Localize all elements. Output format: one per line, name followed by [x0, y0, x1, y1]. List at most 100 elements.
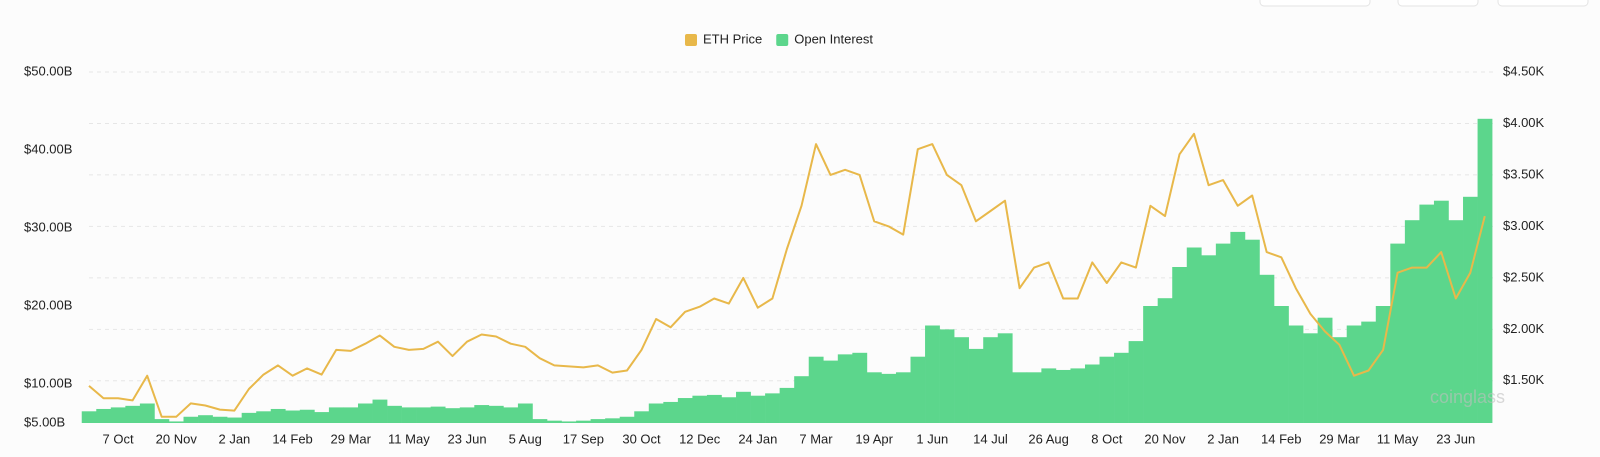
- bar: [736, 391, 751, 423]
- bar: [343, 407, 359, 423]
- bar: [1114, 352, 1129, 423]
- toolbar-button[interactable]: [1397, 0, 1479, 7]
- bar: [866, 372, 882, 423]
- bar: [488, 405, 504, 423]
- bar: [721, 397, 737, 423]
- bar: [299, 409, 315, 423]
- bar: [139, 403, 155, 423]
- bar: [765, 393, 780, 423]
- toolbar-button[interactable]: [1497, 0, 1589, 7]
- bar: [532, 419, 548, 423]
- x-tick-label: 5 Aug: [509, 431, 542, 446]
- bar: [692, 395, 708, 423]
- bar: [357, 403, 373, 423]
- x-tick-label: 14 Jul: [973, 431, 1008, 446]
- y2-tick-label: $4.00K: [1503, 115, 1545, 130]
- bar: [1041, 368, 1057, 423]
- x-tick-label: 12 Dec: [679, 431, 721, 446]
- bar: [605, 418, 621, 423]
- bar: [401, 407, 417, 423]
- bar: [110, 407, 126, 423]
- bar: [387, 405, 402, 423]
- x-tick-label: 24 Jan: [738, 431, 777, 446]
- bar: [96, 408, 112, 423]
- x-tick-label: 7 Oct: [103, 431, 134, 446]
- bar: [925, 325, 940, 423]
- bar: [1172, 267, 1188, 423]
- y-tick-label: $10.00B: [24, 375, 72, 390]
- bar: [1332, 337, 1348, 423]
- bar: [1303, 333, 1318, 423]
- bar: [1201, 255, 1217, 423]
- legend-label: ETH Price: [703, 31, 762, 46]
- bar: [125, 405, 141, 423]
- bar: [1375, 306, 1391, 423]
- bar: [983, 337, 999, 423]
- x-tick-label: 20 Nov: [1144, 431, 1186, 446]
- bar: [445, 408, 461, 423]
- y2-tick-label: $2.50K: [1503, 269, 1545, 284]
- bar: [895, 372, 911, 423]
- bar: [227, 417, 242, 423]
- bar: [1419, 204, 1435, 423]
- bar: [648, 403, 664, 423]
- bar: [372, 399, 388, 423]
- bar: [1288, 325, 1304, 423]
- bar: [808, 356, 824, 423]
- bar: [212, 416, 228, 423]
- x-tick-label: 29 Mar: [1319, 431, 1360, 446]
- bar: [1186, 247, 1202, 423]
- bar: [168, 421, 184, 423]
- watermark: coinglass: [1430, 387, 1505, 407]
- bar: [1404, 220, 1420, 423]
- x-tick-label: 30 Oct: [622, 431, 661, 446]
- x-tick-label: 11 May: [1377, 431, 1419, 446]
- bar: [517, 403, 533, 423]
- bar: [503, 407, 519, 423]
- bar: [1026, 372, 1042, 423]
- bar: [270, 408, 286, 423]
- y-tick-label: $20.00B: [24, 297, 72, 312]
- bar: [474, 405, 490, 423]
- bar: [459, 407, 475, 423]
- bar: [328, 407, 344, 423]
- bar: [1157, 298, 1173, 423]
- bar: [285, 410, 301, 423]
- line: [88, 132, 1486, 418]
- bar: [910, 356, 926, 423]
- bar: [997, 333, 1013, 423]
- bar: [1070, 368, 1086, 423]
- x-tick-label: 8 Oct: [1091, 431, 1122, 446]
- x-tick-label: 2 Jan: [1207, 431, 1239, 446]
- x-tick-label: 14 Feb: [1261, 431, 1301, 446]
- bar: [576, 420, 591, 423]
- bar: [416, 407, 431, 423]
- bar: [939, 329, 955, 423]
- bar: [1012, 372, 1028, 423]
- y-tick-label: $5.00B: [24, 414, 65, 429]
- y2-tick-label: $1.50K: [1503, 372, 1545, 387]
- lines: [88, 132, 1486, 418]
- bar: [634, 411, 650, 423]
- bar: [1128, 341, 1144, 423]
- toolbar-button[interactable]: [1259, 0, 1371, 7]
- bar: [852, 352, 868, 423]
- x-tick-label: 7 Mar: [799, 431, 833, 446]
- bar: [968, 348, 984, 423]
- legend-label: Open Interest: [794, 31, 873, 46]
- y2-tick-label: $2.00K: [1503, 321, 1545, 336]
- bar: [1244, 239, 1260, 423]
- x-tick-label: 2 Jan: [218, 431, 250, 446]
- bars: [81, 118, 1493, 424]
- x-tick-label: 23 Jun: [1436, 431, 1475, 446]
- bar: [619, 416, 635, 423]
- bar: [1215, 243, 1231, 423]
- x-tick-label: 1 Jun: [916, 431, 948, 446]
- x-tick-label: 17 Sep: [563, 431, 604, 446]
- bar: [1143, 306, 1158, 423]
- bar: [1099, 356, 1115, 423]
- bar: [1361, 321, 1377, 423]
- bar: [750, 395, 766, 423]
- bar: [547, 420, 562, 423]
